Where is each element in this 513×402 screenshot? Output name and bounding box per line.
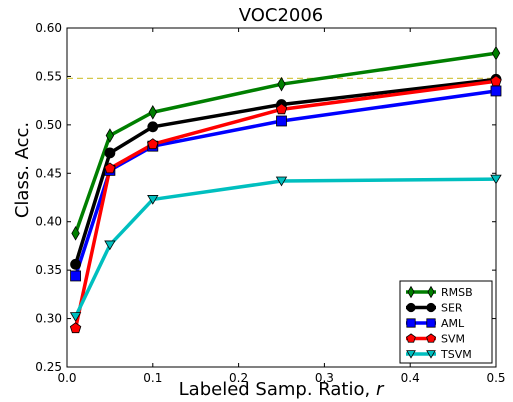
point-svm <box>104 162 116 174</box>
chart-title: VOC2006 <box>239 5 324 26</box>
legend-label-svm: SVM <box>441 333 465 346</box>
point-tsvm <box>147 195 159 205</box>
point-ser <box>70 258 81 270</box>
legend-marker-tsvm <box>426 350 436 359</box>
legend-marker-rmsb <box>407 285 415 299</box>
legend-marker-svm <box>406 333 416 343</box>
x-tick-label: 0.2 <box>229 371 248 385</box>
x-tick-label: 0.1 <box>143 371 162 385</box>
x-tick-label: 0.4 <box>401 371 420 385</box>
legend-label-aml: AML <box>441 317 465 330</box>
legend-label-tsvm: TSVM <box>440 348 472 361</box>
legend-marker-ser <box>426 302 436 313</box>
plot-area: 0.0 0.1 0.2 0.3 0.4 0.5 0.25 0.30 0.35 0.40 0.45 0.… <box>35 21 505 385</box>
point-aml <box>276 115 287 127</box>
point-rmsb <box>71 226 80 241</box>
point-rmsb <box>277 76 286 92</box>
legend-marker-tsvm <box>406 350 416 359</box>
x-tick-label: 0.3 <box>315 371 334 385</box>
y-tick-label: 0.45 <box>35 166 62 180</box>
point-svm <box>147 138 159 150</box>
y-axis-label: Class. Acc. <box>12 122 33 218</box>
series-line-rmsb <box>73 51 496 234</box>
x-tick-label: 0.0 <box>57 371 76 385</box>
y-tick-label: 0.35 <box>35 263 62 277</box>
point-tsvm <box>275 176 288 187</box>
legend-marker-rmsb <box>427 285 435 299</box>
point-rmsb <box>148 104 158 120</box>
x-axis-label: Labeled Samp. Ratio, r <box>179 379 385 400</box>
y-tick-label: 0.25 <box>35 360 62 374</box>
legend-label-rmsb: RMSB <box>441 286 473 299</box>
point-ser <box>147 121 159 133</box>
point-aml <box>70 270 81 282</box>
point-tsvm <box>69 312 82 322</box>
x-tick-label: 0.5 <box>486 371 505 385</box>
y-tick-label: 0.60 <box>35 21 62 35</box>
point-svm <box>69 322 82 334</box>
y-tick-label: 0.50 <box>35 118 62 132</box>
point-aml <box>490 85 502 97</box>
y-tick-label: 0.55 <box>35 69 62 83</box>
legend-marker-ser <box>406 302 416 313</box>
point-rmsb <box>105 128 115 143</box>
point-tsvm <box>490 174 502 185</box>
y-tick-label: 0.30 <box>35 312 62 326</box>
point-tsvm <box>104 240 116 251</box>
legend-marker-aml <box>426 318 436 328</box>
point-ser <box>104 147 116 159</box>
point-rmsb <box>491 45 501 61</box>
point-svm <box>275 103 288 115</box>
legend-marker-aml <box>406 318 416 328</box>
plot-frame <box>66 27 497 368</box>
legend-label-ser: SER <box>441 302 463 315</box>
legend-marker-svm <box>426 333 436 343</box>
y-tick-label: 0.40 <box>35 215 62 229</box>
point-svm <box>490 75 502 87</box>
